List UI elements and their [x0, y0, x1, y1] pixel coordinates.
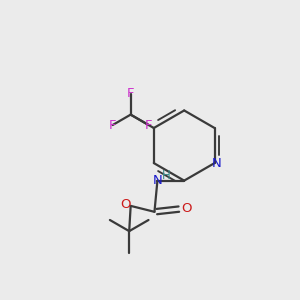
Text: N: N: [153, 174, 162, 187]
Text: O: O: [121, 198, 131, 211]
Text: O: O: [181, 202, 192, 215]
Text: F: F: [109, 118, 116, 131]
Text: N: N: [212, 157, 221, 169]
Text: F: F: [145, 118, 152, 131]
Text: F: F: [127, 87, 134, 100]
Text: H: H: [161, 169, 170, 182]
